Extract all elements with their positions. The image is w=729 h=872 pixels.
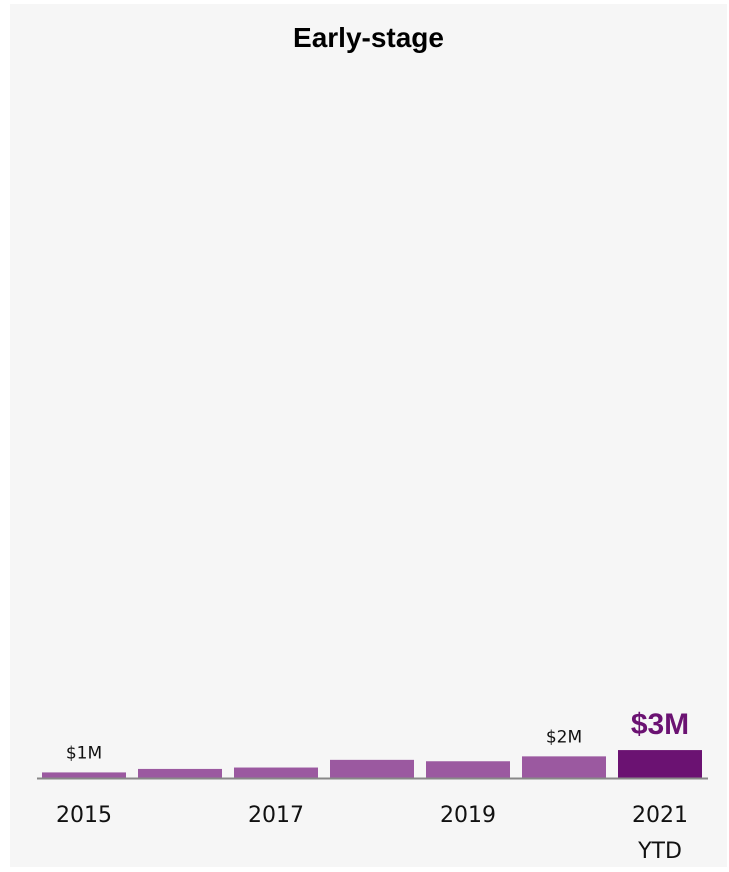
bar-2020 — [522, 756, 606, 778]
bar-2016 — [138, 768, 222, 778]
x-tick-label: 2015 — [56, 803, 112, 828]
x-tick-label: 2019 — [440, 803, 496, 828]
x-tick-label: 2021 — [632, 803, 688, 828]
data-label: $3M — [631, 708, 689, 741]
bar-2015 — [42, 772, 126, 778]
x-tick-label: YTD — [637, 839, 682, 864]
bar-2019 — [426, 761, 510, 778]
data-label: $1M — [66, 743, 102, 763]
chart-panel — [10, 4, 727, 867]
bar-2018 — [330, 759, 414, 778]
data-label: $2M — [546, 727, 582, 747]
bar-2021-ytd — [618, 750, 702, 778]
bar-2017 — [234, 767, 318, 778]
chart-title: Early-stage — [293, 22, 444, 53]
x-tick-label: 2017 — [248, 803, 304, 828]
